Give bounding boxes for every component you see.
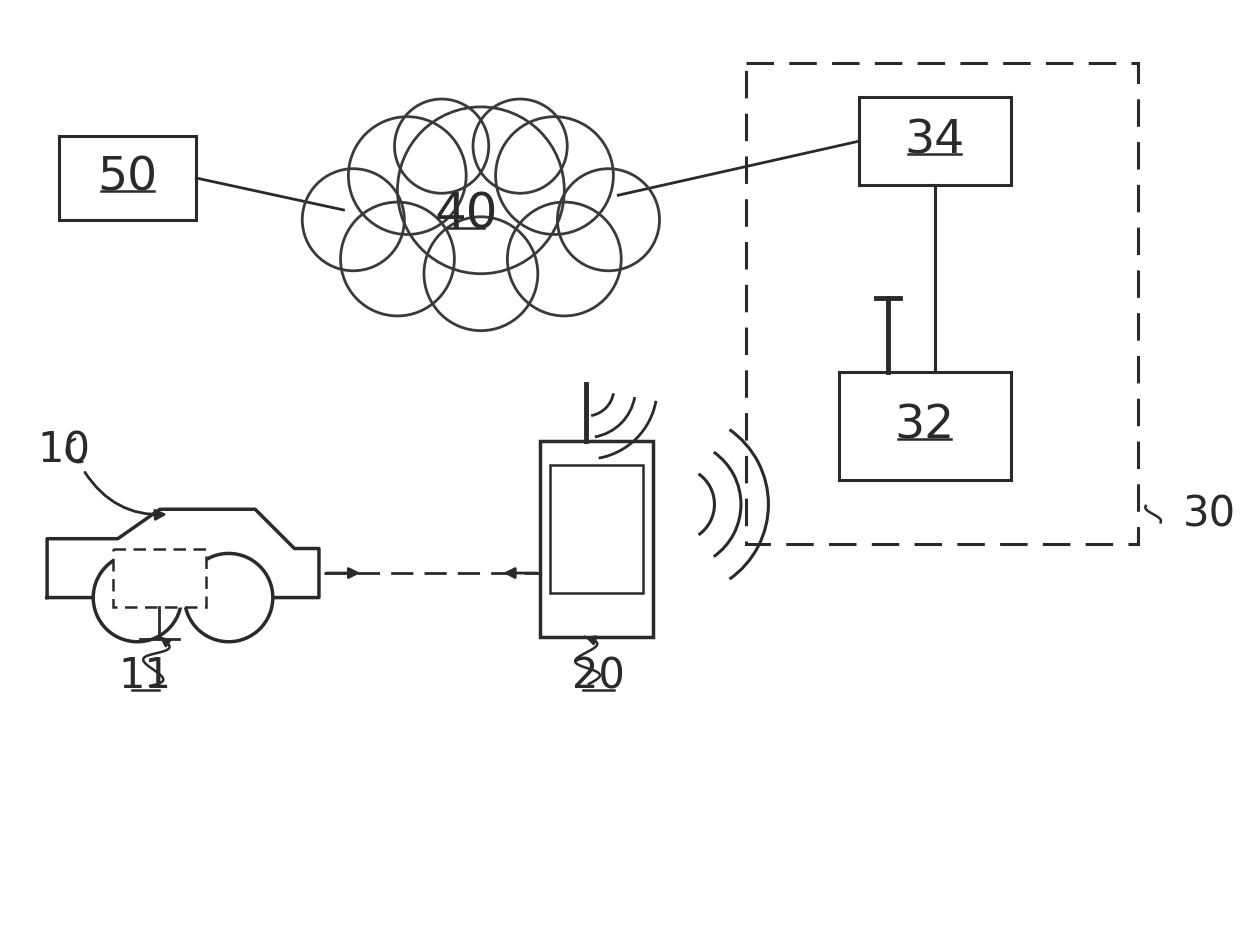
Circle shape [348, 117, 466, 234]
Text: 40: 40 [434, 191, 498, 239]
Text: 30: 30 [1183, 494, 1236, 535]
Polygon shape [47, 509, 319, 598]
Circle shape [341, 202, 454, 316]
Bar [859, 97, 1011, 185]
Bar [549, 465, 642, 593]
Text: 10: 10 [37, 430, 91, 471]
Text: 11: 11 [119, 655, 172, 697]
Circle shape [496, 117, 614, 234]
Bar [839, 372, 1011, 479]
Circle shape [472, 99, 567, 194]
Circle shape [93, 554, 181, 642]
Text: 50: 50 [98, 155, 157, 200]
Bar [745, 63, 1138, 543]
Text: 20: 20 [572, 655, 625, 697]
Circle shape [398, 107, 564, 274]
Text: 32: 32 [895, 403, 955, 448]
Circle shape [558, 168, 660, 271]
Circle shape [394, 99, 489, 194]
Circle shape [185, 554, 273, 642]
Text: 34: 34 [905, 118, 965, 164]
Circle shape [507, 202, 621, 316]
Bar [113, 549, 206, 607]
Circle shape [424, 217, 538, 331]
Bar [539, 441, 652, 636]
Circle shape [303, 168, 404, 271]
Bar [58, 136, 196, 220]
